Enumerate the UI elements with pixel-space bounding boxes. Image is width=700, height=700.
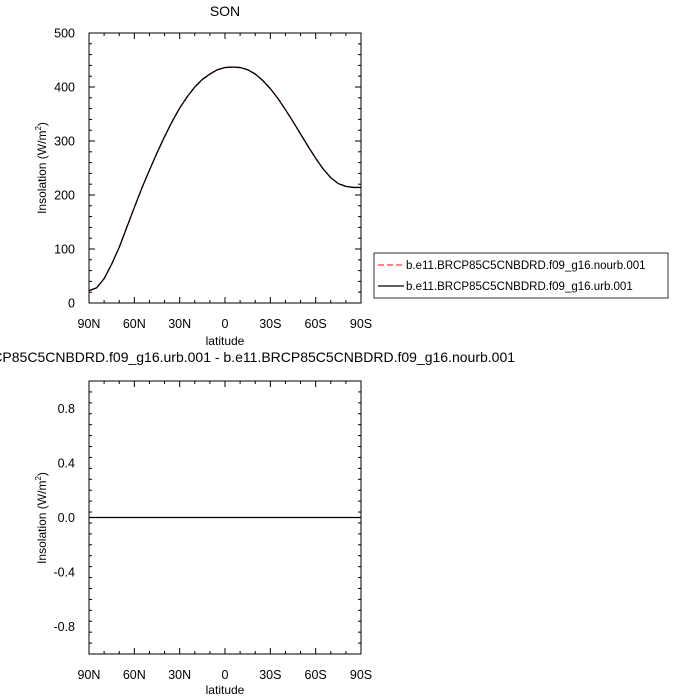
bottom-y-axis-title: Insolation (W/m2) [34,472,49,564]
top-y-axis-title: Insolation (W/m2) [34,122,49,214]
top-y-tick-label: 0 [68,297,75,311]
top-x-tick-label: 90N [78,317,101,331]
top-series-line-1 [88,66,361,292]
top-y-tick-label: 500 [54,27,75,41]
bottom-y-tick-label: -0.8 [53,620,75,634]
top-x-tick-label: 90S [350,317,372,331]
bottom-x-tick-label: 90S [350,668,372,682]
top-y-tick-label: 400 [54,81,75,95]
top-insolation-panel: SON 90N 60N 30N 0 30S 60S 90S0100200300400500 … [34,3,372,348]
top-y-tick-label: 200 [54,189,75,203]
top-plot-title: SON [210,3,240,19]
bottom-x-tick-label: 30S [259,668,281,682]
bottom-x-tick-label: 60N [123,668,146,682]
bottom-x-tick-label: 90N [78,668,101,682]
bottom-x-tick-label: 0 [222,668,229,682]
bottom-y-tick-label: 0.4 [58,456,75,470]
top-x-axis-title: latitude [206,334,245,348]
legend-label-nourb: b.e11.BRCP85C5CNBDRD.f09_g16.nourb.001 [406,260,646,272]
top-x-tick-label: 60N [123,317,146,331]
top-x-tick-label: 0 [222,317,229,331]
bottom-plot-title: b.e11.BRCP85C5CNBDRD.f09_g16.urb.001 - b… [0,349,515,365]
bottom-y-tick-label: 0.0 [58,511,75,525]
top-x-tick-label: 60S [305,317,327,331]
top-x-tick-label: 30N [168,317,191,331]
top-plot-area: 90N 60N 30N 0 30S 60S 90S 0 100 200 300 400 500 [54,27,372,332]
bottom-x-axis-title: latitude [206,683,245,697]
legend-box [373,252,669,299]
top-y-tick-label: 300 [54,135,75,149]
top-series-line-0 [88,66,361,292]
top-x-tick-label: 30S [259,317,281,331]
bottom-y-tick-label: -0.4 [53,566,75,580]
bottom-plot-area: 90N 60N 30N 0 30S 60S 90S -0.8 -0.4 0.0 0.4 0.8 [53,380,372,682]
top-plot-frame [88,32,362,304]
bottom-difference-panel: b.e11.BRCP85C5CNBDRD.f09_g16.urb.001 - b… [0,349,515,697]
legend-label-urb: b.e11.BRCP85C5CNBDRD.f09_g16.urb.001 [406,281,633,293]
bottom-y-tick-label: 0.8 [58,402,75,416]
top-y-tick-label: 100 [54,243,75,257]
bottom-x-tick-label: 30N [168,668,191,682]
legend: b.e11.BRCP85C5CNBDRD.f09_g16.nourb.001 b… [373,252,669,299]
bottom-x-tick-label: 60S [305,668,327,682]
